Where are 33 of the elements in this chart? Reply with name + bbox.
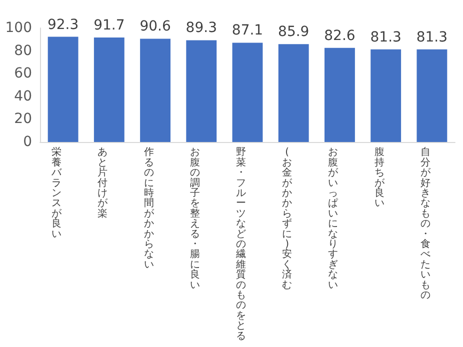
category-label: お腹の調子を整える・腸に良い	[190, 147, 200, 291]
data-label: 81.3	[416, 29, 448, 46]
bar	[140, 38, 170, 142]
y-tick-label: 0	[23, 134, 32, 150]
x-tick-label: 腹持ちが良い	[374, 146, 386, 210]
bar	[324, 48, 355, 142]
x-tick-label: あと片付けが楽	[98, 147, 109, 220]
category-label: (お金がかからずに)安く済む	[282, 147, 292, 291]
category-label: 栄養バランスが良い	[52, 147, 62, 240]
data-label: 91.7	[94, 17, 125, 34]
y-tick-label: 60	[14, 66, 32, 82]
bar	[416, 49, 448, 142]
category-label: 自分が好きなもの・食べたいもの	[420, 147, 430, 301]
bar	[186, 40, 217, 142]
bar	[232, 42, 263, 142]
y-tick-label: 80	[14, 42, 32, 59]
bar	[278, 44, 309, 142]
bar	[48, 36, 78, 142]
category-label: 作るのに時間がかからない	[144, 147, 154, 270]
data-label: 81.3	[370, 29, 402, 46]
data-label: 87.1	[232, 22, 264, 39]
y-tick-label: 100	[5, 20, 32, 36]
bar	[370, 49, 402, 142]
y-tick-label: 40	[14, 88, 32, 104]
category-label: 野菜・フルーツなどの繊維質のものをとる	[236, 147, 246, 342]
data-label: 85.9	[278, 24, 310, 40]
category-label: お腹がいっぱいになりすぎない	[328, 147, 338, 291]
data-label: 92.3	[47, 16, 79, 33]
data-label: 89.3	[186, 20, 217, 36]
bar	[94, 37, 124, 142]
y-tick-label: 20	[14, 111, 32, 128]
data-label: 90.6	[140, 18, 171, 35]
data-label: 82.6	[324, 28, 356, 44]
